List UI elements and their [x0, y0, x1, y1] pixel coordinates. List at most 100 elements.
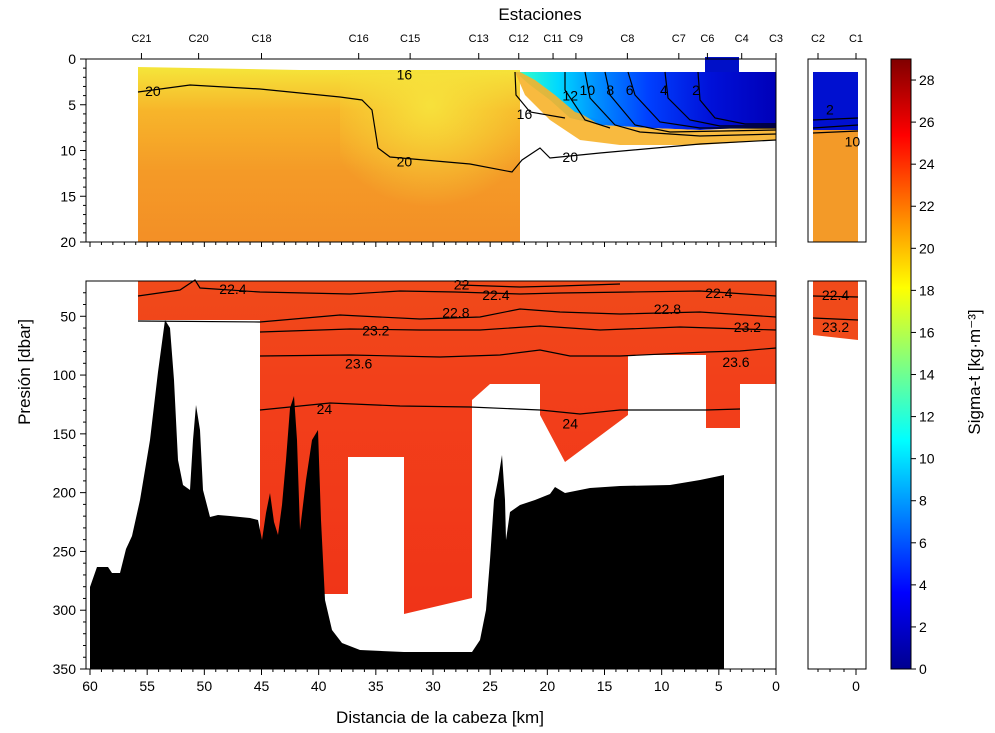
contour-label: 16	[517, 106, 533, 122]
deep-contour-labels: 22.4 22 22.4 22.4 22.8 22.8 23.2 23.2 23.6 23.6 24…	[219, 277, 761, 432]
y-tick-label: 100	[53, 367, 77, 383]
side-surface-contours	[812, 117, 859, 134]
x-tick-label: 35	[368, 678, 384, 694]
y-tick-label: 10	[60, 143, 76, 159]
isopycnal-12	[564, 72, 611, 129]
deep-contours	[137, 279, 777, 415]
colorbar-tick-label: 2	[919, 619, 927, 635]
top-axis-title: Estaciones	[498, 5, 581, 24]
y-tick-label: 0	[68, 51, 76, 67]
contour-label: 2	[826, 101, 834, 117]
surface-blue-cap	[705, 57, 739, 72]
contour-label: 8	[606, 82, 614, 98]
station-label: C7	[672, 33, 686, 45]
colorbar-gradient	[890, 58, 912, 670]
contour-label: 23.6	[345, 355, 372, 371]
colorbar-tick-label: 14	[919, 367, 935, 383]
side-deep-contours	[812, 295, 859, 321]
isopycnal-8	[604, 71, 777, 133]
x-tick-label: 55	[139, 678, 155, 694]
side-isopycnal-23.2	[812, 317, 859, 321]
x-tick-label: 0	[772, 678, 780, 694]
x-tick-label: 5	[715, 678, 723, 694]
contour-label: 24	[562, 415, 578, 431]
isopycnal-6	[627, 71, 776, 129]
isopycnal-23.6	[259, 347, 777, 358]
deep-xticks: 60 55 50 45 40 35 30 25 20 15 10 5 0	[82, 242, 780, 694]
side-deep-axes-frame	[807, 280, 867, 670]
isopycnal-4	[664, 71, 776, 127]
contour-label: 12	[562, 88, 578, 104]
contour-label: 16	[397, 67, 413, 83]
station-label: C15	[400, 33, 420, 45]
contour-label: 6	[626, 82, 634, 98]
y-tick-label: 50	[60, 308, 76, 324]
colorbar-tick-label: 10	[919, 451, 935, 467]
contour-label: 22.4	[219, 281, 246, 297]
x-tick-label: 10	[654, 678, 670, 694]
contour-label: 24	[317, 401, 333, 417]
x-tick-label: 20	[540, 678, 556, 694]
contour-label: 20	[145, 83, 161, 99]
y-tick-label: 250	[53, 543, 77, 559]
contour-label: 20	[562, 149, 578, 165]
contour-label: 23.2	[362, 322, 389, 338]
surface-yticks: 0 5 10 15 20	[60, 51, 86, 250]
x-axis-title: Distancia de la cabeza [km]	[336, 708, 544, 727]
isopycnal-22	[459, 283, 621, 288]
station-label: C20	[189, 33, 209, 45]
colorbar-tick-label: 0	[919, 661, 927, 677]
side-x-tick-label: 0	[852, 678, 860, 694]
isopycnal-2	[697, 71, 776, 125]
side-deep-panel: 22.4 23.2 0	[807, 280, 867, 694]
side-surface-axes-frame	[807, 58, 867, 243]
colorbar-tick-label: 22	[919, 198, 935, 214]
station-label: C16	[349, 33, 369, 45]
contour-label: 4	[660, 82, 668, 98]
station-label: C4	[735, 33, 749, 45]
station-label: C21	[131, 33, 151, 45]
y-tick-label: 300	[53, 602, 77, 618]
side-isopycnal-22.4	[812, 295, 859, 298]
y-tick-label: 5	[68, 97, 76, 113]
surface-contour-labels: 20 16 16 12 10 8 6 4 2 20 20	[145, 67, 700, 170]
isopycnal-24	[259, 402, 741, 415]
side-surface-contour-labels: 2 10	[826, 101, 861, 149]
station-label: C3	[769, 33, 783, 45]
colorbar-tick-label: 24	[919, 156, 935, 172]
y-tick-label: 150	[53, 426, 77, 442]
station-labels: C21 C20 C18 C16 C15 C13 C12 C11 C9 C8 C7 C6 C4 C3 C2 C1	[131, 33, 863, 59]
isopycnal-16	[514, 71, 566, 119]
side-surface-field	[813, 130, 858, 242]
colorbar-tick-label: 28	[919, 72, 935, 88]
y-tick-label: 200	[53, 485, 77, 501]
surface-fresh-core	[340, 72, 520, 240]
contour-label: 22.8	[442, 305, 469, 321]
side-surface-panel: 2 10	[807, 58, 867, 243]
station-label: C8	[620, 33, 634, 45]
colorbar-tick-label: 18	[919, 282, 935, 298]
contour-label: 22.4	[705, 285, 732, 301]
isopycnal-20-upper	[137, 84, 777, 173]
y-tick-label: 20	[60, 234, 76, 250]
y-tick-label: 15	[60, 188, 76, 204]
x-tick-label: 30	[425, 678, 441, 694]
colorbar-tick-label: 12	[919, 409, 935, 425]
contour-label: 22.4	[822, 287, 849, 303]
isopycnal-10	[584, 71, 777, 137]
isopycnal-22.8	[137, 308, 777, 323]
station-label: C11	[543, 33, 562, 45]
x-tick-label: 15	[597, 678, 613, 694]
contour-label: 22.4	[482, 287, 509, 303]
deep-panel: 22.4 22 22.4 22.4 22.8 22.8 23.2 23.2 23.6 23.6 24…	[53, 242, 780, 694]
isopycnal-23.2	[259, 325, 777, 333]
station-label: C12	[509, 33, 529, 45]
contour-label: 23.6	[722, 354, 749, 370]
colorbar-title: Sigma-t [kg·m⁻³]	[965, 309, 984, 434]
colorbar-tick-label: 6	[919, 535, 927, 551]
side-deep-contour-labels: 22.4 23.2	[822, 287, 849, 335]
contour-label: 10	[845, 133, 861, 149]
x-tick-label: 50	[197, 678, 213, 694]
